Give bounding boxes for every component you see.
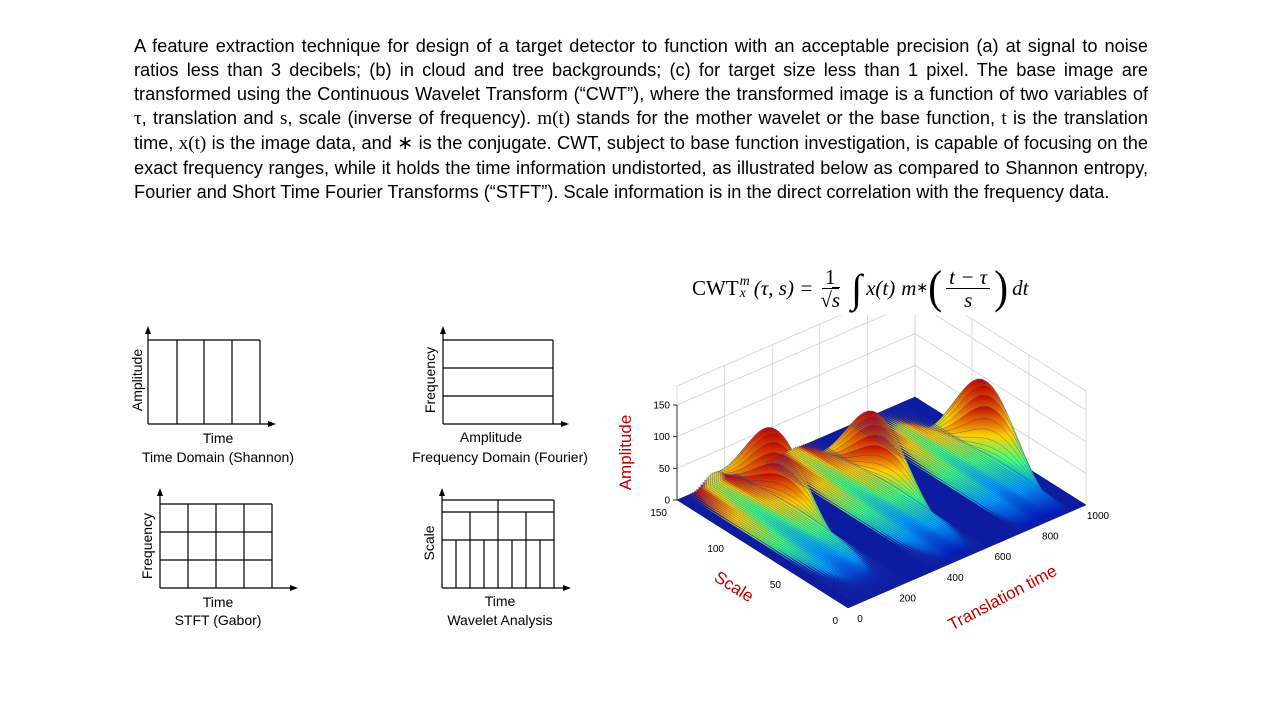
peak-slice xyxy=(811,441,983,550)
xt-symbol: x(t) xyxy=(178,133,207,154)
wavelet-diagram: Scale Time Wavelet Analysis xyxy=(421,488,571,628)
peak-slice xyxy=(736,473,908,583)
time-tick-label: 600 xyxy=(994,552,1011,563)
time-tick-label: 800 xyxy=(1042,532,1059,543)
description-paragraph: A feature extraction technique for desig… xyxy=(134,34,1148,204)
peak-slice xyxy=(764,461,937,571)
x-arrow xyxy=(561,421,569,427)
shannon-ylabel: Amplitude xyxy=(129,349,145,411)
time-ticks: 0 200 400 600 800 1000 xyxy=(857,511,1109,625)
y-arrow xyxy=(439,488,445,496)
shannon-xlabel: Time xyxy=(203,430,234,446)
conjugate-symbol: ∗ xyxy=(397,133,414,154)
paragraph-text: , scale (inverse of frequency). xyxy=(287,108,538,128)
surface-peak-2 xyxy=(764,410,987,571)
stft-xlabel: Time xyxy=(203,594,234,610)
shannon-caption: Time Domain (Shannon) xyxy=(142,449,294,465)
formula-lparen: ( xyxy=(928,262,943,314)
peak-slice xyxy=(815,439,987,549)
peak-slice xyxy=(686,495,858,605)
time-tick-label: 200 xyxy=(899,593,916,604)
scale-ticks: 0 50 100 150 xyxy=(650,508,838,627)
paragraph-text: stands for the mother wavelet or the bas… xyxy=(570,108,1002,128)
s-symbol: s xyxy=(279,108,288,129)
paragraph-text: is the conjugate. CWT, subject to base f… xyxy=(134,133,1149,202)
formula-s: s xyxy=(964,287,973,312)
t-symbol: t xyxy=(1001,108,1007,129)
time-tick-label: 400 xyxy=(947,573,964,584)
surface-peak-3 xyxy=(850,378,1073,533)
z-tick-label: 150 xyxy=(653,401,670,412)
paragraph-text: , translation and xyxy=(141,108,280,128)
peak-slice xyxy=(728,474,900,586)
scale-axis-label: Scale xyxy=(711,567,757,606)
wavelet-xlabel: Time xyxy=(485,593,516,609)
stft-diagram: Frequency Time STFT (Gabor) xyxy=(139,488,298,628)
shannon-diagram: Amplitude Time Time Domain (Shannon) xyxy=(129,326,294,465)
peak-slice xyxy=(900,402,1073,512)
z-tick-label: 100 xyxy=(653,432,670,443)
surface-peak-1 xyxy=(686,427,908,605)
fourier-diagram: Frequency Amplitude Frequency Domain (Fo… xyxy=(412,326,588,465)
paragraph-text: is the translation time, xyxy=(134,108,1148,153)
wavelet-caption: Wavelet Analysis xyxy=(447,612,552,628)
formula-args: (τ, s) = xyxy=(753,275,814,300)
y-arrow xyxy=(145,326,151,334)
formula-radical: √ xyxy=(820,287,832,312)
scale-tick-label: 0 xyxy=(832,616,838,627)
fourier-ylabel: Frequency xyxy=(422,347,438,413)
scale-tick-label: 100 xyxy=(707,544,724,555)
formula-sub-x: x xyxy=(739,286,746,301)
wavelet-ylabel: Scale xyxy=(421,525,437,560)
fourier-caption: Frequency Domain (Fourier) xyxy=(412,449,588,465)
formula-cwt: CWT xyxy=(692,275,739,300)
stft-ylabel: Frequency xyxy=(139,513,155,579)
time-tick-label: 1000 xyxy=(1087,511,1110,522)
formula-xt: x(t) xyxy=(866,275,896,300)
paragraph-text: is the image data, and xyxy=(206,133,398,153)
z-tick-label: 0 xyxy=(664,496,670,507)
formula-star: ∗ xyxy=(916,280,929,296)
y-arrow xyxy=(440,326,446,334)
formula-sqrt-s: s xyxy=(831,286,841,312)
z-ticks: 0 50 100 150 xyxy=(653,401,677,507)
cwt-formula: CWT m x (τ, s) = 1 √s ∫ x(t) m ∗ ( t − τ s … xyxy=(692,258,1029,318)
x-arrow xyxy=(563,585,571,591)
scale-tick-label: 150 xyxy=(650,508,667,519)
formula-m: m xyxy=(901,275,917,300)
stft-caption: STFT (Gabor) xyxy=(175,612,262,628)
cwt-surface-plot: 0 50 100 150 0 50 100 150 0 200 400 600 800 1000 Am… xyxy=(616,315,1110,634)
formula-dt: dt xyxy=(1012,275,1029,300)
peak-slice xyxy=(888,407,1061,517)
formula-integral: ∫ xyxy=(851,265,863,311)
scale-tick-label: 50 xyxy=(770,580,782,591)
z-tick-label: 50 xyxy=(659,464,671,475)
formula-fraction-2: t − τ s xyxy=(946,266,991,312)
surface-peaks xyxy=(686,378,1073,605)
x-arrow xyxy=(290,585,298,591)
z-axis-label: Amplitude xyxy=(616,415,635,491)
tau-symbol: τ xyxy=(134,108,142,129)
x-arrow xyxy=(268,421,276,427)
formula-one: 1 xyxy=(822,266,839,289)
formula-t-minus-tau: t − τ xyxy=(946,266,991,289)
fourier-xlabel: Amplitude xyxy=(460,429,522,445)
peak-slice xyxy=(850,424,1022,533)
formula-rparen: ) xyxy=(994,262,1009,314)
formula-fraction-1: 1 √s xyxy=(817,266,843,312)
formula-sqrt: √s xyxy=(817,286,843,312)
y-arrow xyxy=(157,488,163,496)
grid-line xyxy=(676,315,1087,411)
mt-symbol: m(t) xyxy=(537,108,571,129)
formula-sup-m: m xyxy=(739,274,750,289)
paragraph-text: A feature extraction technique for desig… xyxy=(134,36,1148,104)
time-tick-label: 0 xyxy=(857,614,863,625)
